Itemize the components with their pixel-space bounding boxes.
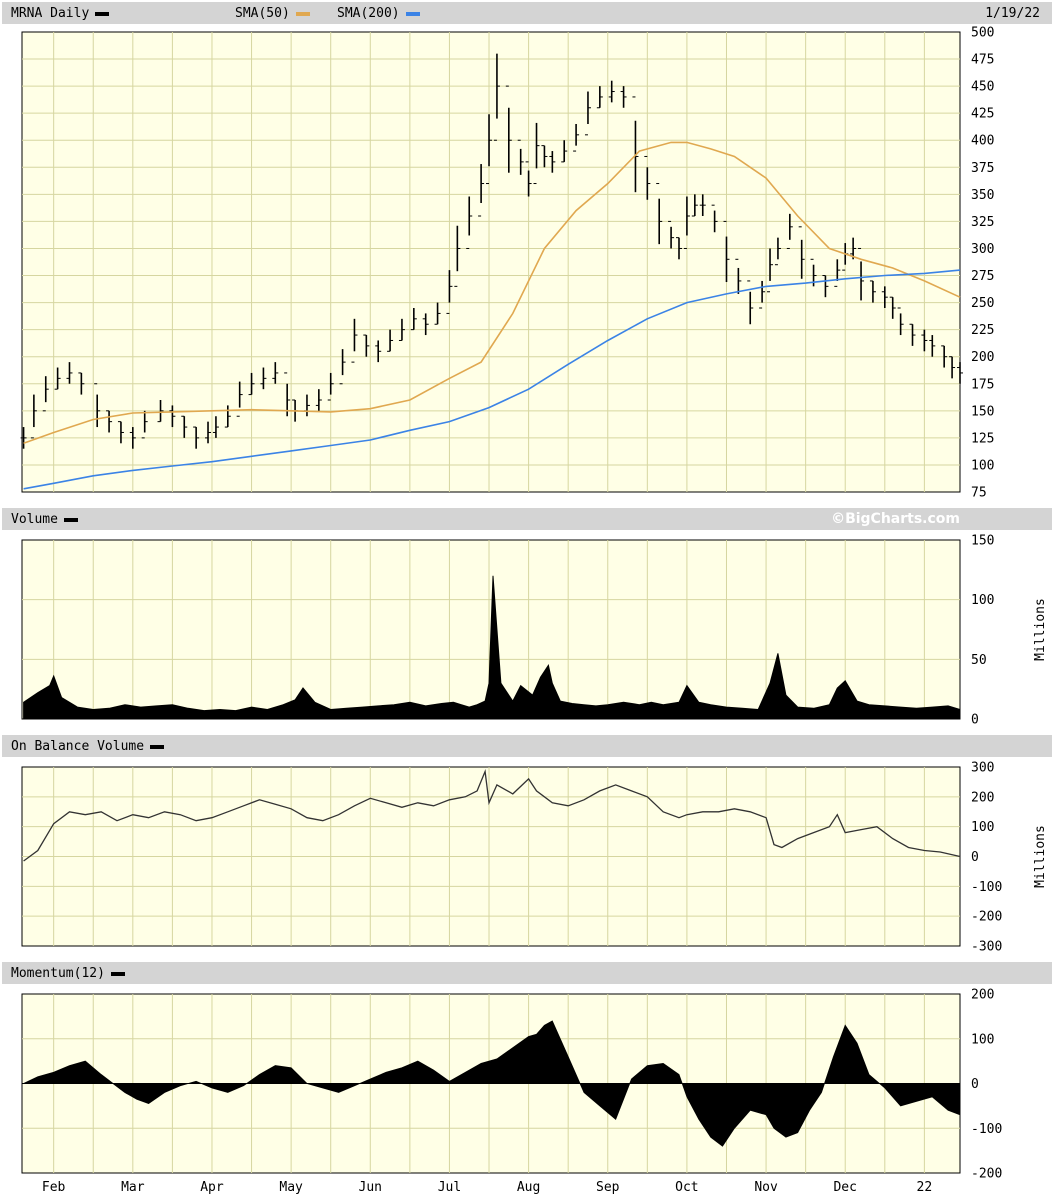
obv-ytick-label: 100 (971, 820, 994, 835)
xtick-label: Nov (754, 1180, 778, 1195)
xtick-label: Dec (833, 1180, 856, 1195)
price-ytick-label: 175 (971, 377, 994, 392)
obv-line (23, 768, 961, 862)
price-ytick-label: 225 (971, 323, 994, 338)
price-ytick-label: 100 (971, 458, 994, 473)
price-ytick-label: 500 (971, 26, 994, 41)
xtick-label: Oct (675, 1180, 698, 1195)
price-ytick-label: 250 (971, 296, 994, 311)
price-ytick-label: 350 (971, 188, 994, 203)
momentum-area (23, 1020, 961, 1147)
obv-ytick-label: -200 (971, 910, 1002, 925)
sma200-line (23, 269, 961, 490)
momentum-ytick-label: 200 (971, 988, 994, 1003)
momentum-ytick-label: 100 (971, 1032, 994, 1047)
chart-date: 1/19/22 (985, 6, 1040, 21)
price-ytick-label: 300 (971, 242, 994, 257)
price-ytick-label: 275 (971, 269, 994, 284)
xtick-label: Jul (438, 1180, 461, 1195)
volume-unit-label: Millions (1033, 598, 1048, 661)
volume-ytick-label: 150 (971, 534, 994, 549)
obv-label: On Balance Volume (11, 739, 165, 754)
symbol-label: MRNA Daily (11, 6, 110, 21)
sma200-legend-text: SMA(200) (337, 6, 400, 21)
sma50-legend-swatch (295, 11, 310, 16)
xtick-label: 22 (917, 1180, 933, 1195)
xtick-label: Apr (200, 1180, 224, 1195)
price-ytick-label: 400 (971, 134, 994, 149)
momentum-legend-swatch (110, 971, 125, 976)
momentum-ytick-label: -100 (971, 1122, 1002, 1137)
sma50-legend: SMA(50) (235, 6, 310, 21)
volume-area (23, 575, 961, 720)
momentum-ytick-label: -200 (971, 1167, 1002, 1182)
price-header: MRNA Daily SMA(50) SMA(200) 1/19/22 (2, 2, 1052, 24)
price-ytick-label: 325 (971, 215, 994, 230)
sma50-line (23, 141, 961, 445)
obv-ytick-label: 200 (971, 790, 994, 805)
price-ytick-label: 125 (971, 431, 994, 446)
xtick-label: May (279, 1180, 303, 1195)
xtick-label: Feb (42, 1180, 66, 1195)
volume-ytick-label: 50 (971, 653, 987, 668)
volume-ytick-label: 100 (971, 593, 994, 608)
sma50-legend-text: SMA(50) (235, 6, 290, 21)
xtick-label: Jun (359, 1180, 382, 1195)
symbol-label-text: MRNA Daily (11, 6, 90, 21)
volume-label: Volume (11, 512, 78, 527)
volume-ytick-label: 0 (971, 713, 979, 728)
volume-legend-swatch (63, 517, 78, 522)
price-ytick-label: 450 (971, 80, 994, 95)
obv-ytick-label: -100 (971, 880, 1002, 895)
price-ytick-label: 425 (971, 107, 994, 122)
obv-header: On Balance Volume (2, 735, 1052, 757)
obv-ytick-label: 0 (971, 850, 979, 865)
obv-ytick-label: -300 (971, 940, 1002, 955)
xtick-label: Aug (517, 1180, 540, 1195)
price-ytick-label: 475 (971, 53, 994, 68)
momentum-label: Momentum(12) (11, 966, 125, 981)
price-ytick-label: 75 (971, 486, 987, 501)
obv-label-text: On Balance Volume (11, 739, 145, 754)
price-ytick-label: 200 (971, 350, 994, 365)
price-legend-swatch (95, 11, 110, 16)
bigcharts-credit: ©BigCharts.com (831, 511, 960, 527)
sma200-legend: SMA(200) (337, 6, 420, 21)
xtick-label: Mar (121, 1180, 145, 1195)
price-panel (21, 31, 961, 493)
sma200-legend-swatch (405, 11, 420, 16)
xtick-label: Sep (596, 1180, 620, 1195)
obv-legend-swatch (150, 744, 165, 749)
momentum-label-text: Momentum(12) (11, 966, 105, 981)
price-ytick-label: 375 (971, 161, 994, 176)
momentum-header: Momentum(12) (2, 962, 1052, 984)
obv-unit-label: Millions (1033, 825, 1048, 888)
obv-ytick-label: 300 (971, 761, 994, 776)
volume-label-text: Volume (11, 512, 58, 527)
volume-header: Volume ©BigCharts.com (2, 508, 1052, 530)
price-ytick-label: 150 (971, 404, 994, 419)
momentum-ytick-label: 0 (971, 1077, 979, 1092)
